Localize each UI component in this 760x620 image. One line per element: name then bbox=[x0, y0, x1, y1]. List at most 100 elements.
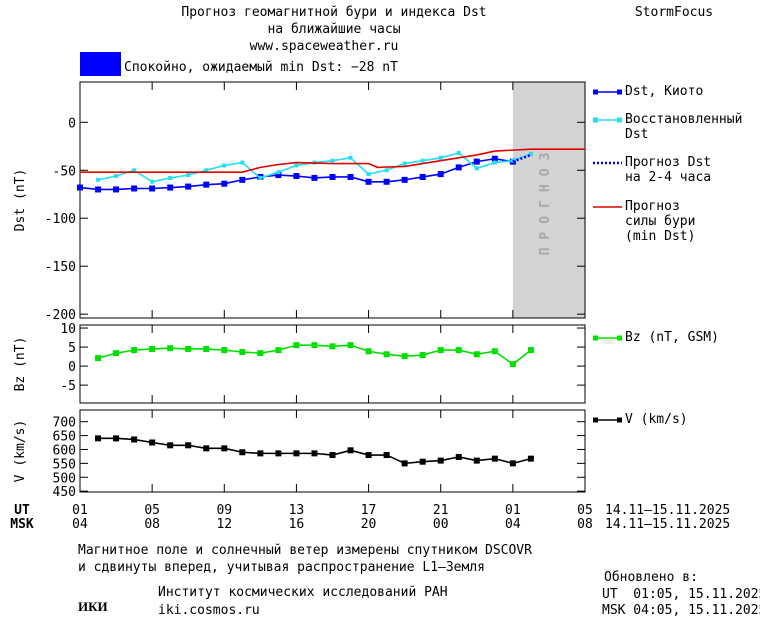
data-point bbox=[437, 347, 444, 354]
legend-marker bbox=[617, 335, 622, 341]
data-point bbox=[294, 163, 299, 168]
y-tick-label: 500 bbox=[53, 471, 76, 486]
data-point bbox=[221, 445, 228, 452]
data-point bbox=[419, 173, 426, 180]
status-indicator bbox=[80, 52, 121, 76]
x-tick-label: 09 bbox=[216, 503, 232, 518]
data-point bbox=[528, 151, 533, 156]
data-point bbox=[222, 163, 227, 168]
data-point bbox=[203, 181, 210, 188]
x-tick-label: 04 bbox=[72, 517, 88, 532]
data-point bbox=[186, 173, 191, 178]
msk-label: MSK bbox=[10, 517, 34, 532]
data-point bbox=[276, 170, 281, 175]
data-point bbox=[437, 171, 444, 178]
data-point bbox=[131, 347, 138, 354]
data-point bbox=[329, 173, 336, 180]
date-range: 14.11–15.11.2025 bbox=[605, 517, 730, 532]
x-tick-label: 17 bbox=[361, 503, 377, 518]
y-axis-label: Dst (nT) bbox=[13, 169, 28, 232]
data-point bbox=[366, 172, 371, 177]
x-tick-label: 04 bbox=[505, 517, 521, 532]
data-point bbox=[131, 185, 138, 192]
y-tick-label: 450 bbox=[53, 485, 76, 500]
data-point bbox=[419, 352, 426, 359]
y-tick-label: 5 bbox=[68, 341, 76, 356]
data-point bbox=[203, 445, 210, 452]
url: www.spaceweather.ru bbox=[250, 39, 399, 54]
x-tick-label: 01 bbox=[72, 503, 88, 518]
data-point bbox=[492, 160, 497, 165]
data-point bbox=[437, 457, 444, 464]
legend-marker bbox=[617, 89, 622, 95]
data-point bbox=[204, 168, 209, 173]
data-point bbox=[257, 450, 264, 457]
data-point bbox=[365, 348, 372, 355]
plot-frame bbox=[79, 81, 586, 319]
data-point bbox=[95, 186, 102, 193]
x-tick-label: 13 bbox=[289, 503, 305, 518]
data-point bbox=[401, 460, 408, 467]
data-point bbox=[473, 457, 480, 464]
y-tick-label: 600 bbox=[53, 443, 76, 458]
title: на ближайшие часы bbox=[267, 22, 400, 37]
y-tick-label: 10 bbox=[60, 322, 76, 337]
data-point bbox=[293, 342, 300, 349]
data-point bbox=[455, 453, 462, 460]
data-point bbox=[509, 361, 516, 368]
data-point bbox=[185, 345, 192, 352]
data-point bbox=[419, 458, 426, 465]
data-point bbox=[455, 347, 462, 354]
series-line bbox=[512, 153, 532, 163]
legend-marker bbox=[617, 417, 622, 423]
y-tick-label: 0 bbox=[68, 360, 76, 375]
legend-marker bbox=[617, 117, 622, 123]
data-point bbox=[384, 168, 389, 173]
data-point bbox=[149, 185, 156, 192]
logo: ИКИ bbox=[78, 599, 108, 614]
x-tick-label: 01 bbox=[505, 503, 521, 518]
data-point bbox=[114, 174, 119, 179]
data-point bbox=[239, 349, 246, 356]
x-tick-label: 08 bbox=[577, 517, 593, 532]
y-tick-label: 700 bbox=[53, 416, 76, 431]
institute: Институт космических исследований РАН bbox=[158, 585, 448, 600]
data-point bbox=[77, 184, 83, 191]
plot-frame bbox=[79, 409, 586, 493]
data-point bbox=[330, 158, 335, 163]
y-tick-label: -150 bbox=[45, 260, 76, 275]
data-point bbox=[401, 176, 408, 183]
x-tick-label: 05 bbox=[577, 503, 593, 518]
data-point bbox=[239, 176, 246, 183]
x-tick-label: 12 bbox=[216, 517, 232, 532]
legend-entry: Прогноз Dst на 2-4 часа bbox=[625, 155, 712, 185]
forecast-band bbox=[512, 82, 585, 318]
data-point bbox=[329, 452, 336, 459]
data-point bbox=[275, 347, 282, 354]
data-point bbox=[132, 168, 137, 173]
data-point bbox=[221, 347, 228, 354]
data-point bbox=[402, 161, 407, 166]
data-point bbox=[383, 178, 390, 185]
data-point bbox=[311, 342, 318, 349]
x-tick-label: 08 bbox=[144, 517, 160, 532]
data-point bbox=[527, 455, 534, 462]
data-point bbox=[221, 180, 228, 187]
date-range: 14.11–15.11.2025 bbox=[605, 503, 730, 518]
updated-label: Обновлено в: bbox=[604, 570, 698, 585]
data-point bbox=[365, 178, 372, 185]
data-point bbox=[293, 450, 300, 457]
legend-marker bbox=[593, 117, 598, 123]
legend-entry: Bz (nT, GSM) bbox=[625, 330, 719, 345]
data-point bbox=[509, 460, 516, 467]
y-tick-label: -50 bbox=[53, 164, 76, 179]
x-tick-label: 20 bbox=[361, 517, 377, 532]
data-point bbox=[455, 164, 462, 171]
forecast-label: ПРОГНОЗ bbox=[538, 145, 553, 256]
data-point bbox=[473, 158, 480, 165]
data-point bbox=[347, 342, 354, 349]
data-point bbox=[131, 436, 138, 443]
y-axis-label: V (km/s) bbox=[13, 420, 28, 483]
data-point bbox=[473, 351, 480, 358]
